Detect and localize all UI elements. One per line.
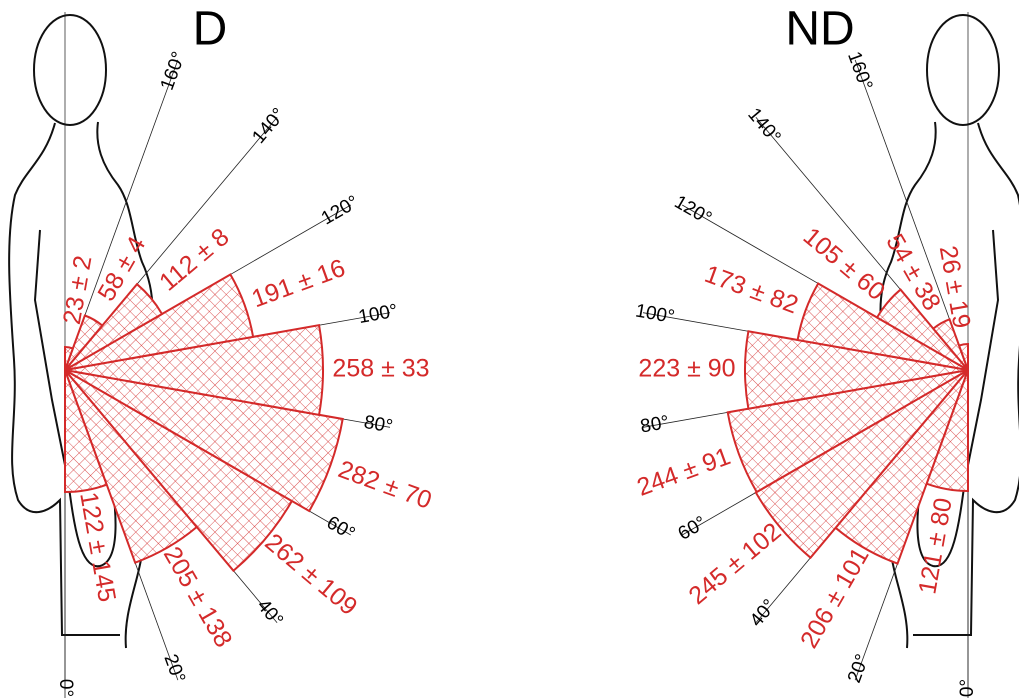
angle-label: 0° bbox=[55, 679, 76, 697]
chart-title: ND bbox=[785, 3, 854, 56]
angle-label: 100° bbox=[357, 301, 399, 329]
angle-label: 40° bbox=[746, 596, 781, 632]
value-label: 26 ± 19 bbox=[934, 244, 976, 331]
angle-label: 40° bbox=[252, 596, 287, 632]
angle-label: 0° bbox=[957, 679, 978, 697]
angle-label: 80° bbox=[639, 412, 671, 438]
angle-label: 20° bbox=[159, 652, 189, 686]
chart-title: D bbox=[193, 3, 228, 56]
angle-label: 160° bbox=[843, 49, 876, 93]
angle-label: 140° bbox=[743, 104, 784, 148]
value-label: 173 ± 82 bbox=[701, 260, 802, 320]
value-label: 258 ± 33 bbox=[332, 355, 429, 383]
figure: D0°20°40°60°80°100°120°140°160°122 ± 145… bbox=[0, 0, 1019, 698]
angle-label: 60° bbox=[675, 512, 710, 545]
angle-label: 120° bbox=[671, 192, 716, 230]
angle-label: 140° bbox=[248, 104, 289, 148]
value-label: 223 ± 90 bbox=[638, 355, 735, 383]
value-label: 206 ± 101 bbox=[795, 543, 875, 653]
value-label: 23 ± 2 bbox=[58, 253, 98, 326]
angle-label: 60° bbox=[323, 512, 358, 545]
value-label: 105 ± 60 bbox=[798, 222, 890, 306]
angle-label: 80° bbox=[362, 412, 394, 438]
value-label: 282 ± 70 bbox=[335, 455, 436, 515]
value-label: 244 ± 91 bbox=[633, 442, 734, 502]
angle-label: 100° bbox=[634, 301, 676, 329]
value-label: 191 ± 16 bbox=[248, 254, 349, 314]
angle-label: 160° bbox=[157, 49, 190, 93]
angle-label: 20° bbox=[844, 652, 874, 686]
angle-label: 120° bbox=[318, 192, 363, 230]
